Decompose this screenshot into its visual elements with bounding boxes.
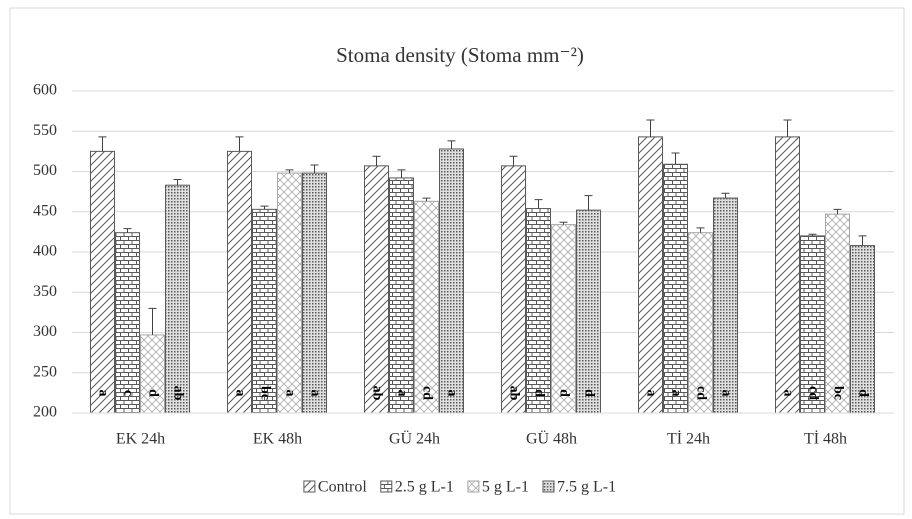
bar bbox=[90, 150, 115, 414]
significance-letter: ab bbox=[369, 386, 384, 401]
bar bbox=[663, 163, 688, 414]
bar bbox=[389, 177, 414, 414]
error-bar bbox=[534, 199, 543, 209]
significance-letter: d bbox=[145, 389, 160, 397]
chart-title: Stoma density (Stoma mm⁻²) bbox=[336, 43, 584, 67]
significance-letter: d bbox=[556, 389, 571, 397]
significance-letter: d bbox=[855, 389, 870, 397]
legend-swatch bbox=[303, 480, 316, 493]
bar bbox=[227, 150, 252, 414]
significance-letter: c bbox=[120, 390, 135, 396]
error-bar bbox=[447, 140, 456, 149]
bar bbox=[115, 232, 140, 414]
y-tick-label: 300 bbox=[33, 323, 57, 340]
significance-letter: cd bbox=[805, 386, 820, 400]
bar bbox=[364, 165, 389, 414]
significance-letter: ab bbox=[170, 386, 185, 401]
bar bbox=[576, 209, 601, 414]
error-bar bbox=[235, 136, 244, 152]
significance-letter: bc bbox=[257, 386, 272, 400]
error-bar bbox=[858, 235, 867, 246]
significance-letter: bc bbox=[830, 386, 845, 400]
error-bar bbox=[397, 169, 406, 178]
error-bar bbox=[285, 169, 294, 174]
bar bbox=[825, 213, 850, 414]
error-bar bbox=[509, 155, 518, 166]
legend-swatch bbox=[380, 480, 393, 493]
significance-letter: a bbox=[95, 390, 110, 397]
x-tick-label: GÜ 48h bbox=[526, 430, 577, 448]
error-bar bbox=[559, 221, 568, 225]
significance-letter: d bbox=[581, 389, 596, 397]
error-bar bbox=[721, 192, 730, 199]
error-bar bbox=[671, 152, 680, 165]
x-tick-label: Tİ 24h bbox=[667, 430, 710, 448]
error-bar bbox=[173, 179, 182, 186]
significance-letter: ab bbox=[506, 386, 521, 401]
bar bbox=[850, 245, 875, 414]
significance-letter: cd bbox=[693, 386, 708, 400]
error-bar bbox=[422, 197, 431, 202]
error-bar bbox=[260, 205, 269, 210]
legend: Control 2.5 g L-1 5 g L-1 7.5 g L-1 bbox=[303, 479, 616, 496]
legend-swatch bbox=[542, 480, 555, 493]
error-bar bbox=[148, 307, 157, 335]
significance-letter: a bbox=[232, 390, 247, 397]
bar bbox=[501, 165, 526, 414]
bar bbox=[526, 208, 551, 414]
legend-label: 2.5 g L-1 bbox=[395, 479, 454, 496]
significance-letter: a bbox=[307, 390, 322, 397]
bar bbox=[638, 136, 663, 414]
x-tick-label: GÜ 24h bbox=[389, 430, 440, 448]
significance-letter: a bbox=[643, 390, 658, 397]
y-tick-label: 550 bbox=[33, 122, 57, 139]
y-tick-label: 600 bbox=[33, 82, 57, 99]
bar bbox=[277, 172, 302, 414]
legend-label: 7.5 g L-1 bbox=[557, 479, 616, 496]
y-tick-label: 200 bbox=[33, 404, 57, 421]
x-tick-label: EK 48h bbox=[253, 431, 302, 448]
significance-letter: a bbox=[668, 390, 683, 397]
error-bar bbox=[584, 195, 593, 211]
error-bar bbox=[372, 155, 381, 166]
error-bar bbox=[98, 136, 107, 152]
bar bbox=[252, 208, 277, 414]
bar bbox=[140, 334, 165, 414]
significance-letter: a bbox=[394, 390, 409, 397]
legend-swatch bbox=[467, 480, 480, 493]
error-bar bbox=[833, 208, 842, 215]
significance-letter: cd bbox=[419, 386, 434, 400]
error-bar bbox=[783, 119, 792, 137]
x-tick-label: EK 24h bbox=[116, 431, 165, 448]
significance-letter: a bbox=[780, 390, 795, 397]
bar bbox=[165, 184, 190, 414]
bar bbox=[551, 224, 576, 414]
error-bar bbox=[123, 228, 132, 233]
y-tick-label: 250 bbox=[33, 363, 57, 380]
bar bbox=[688, 232, 713, 414]
x-tick-label: Tİ 48h bbox=[804, 430, 847, 448]
y-tick-label: 450 bbox=[33, 202, 57, 219]
significance-letter: a bbox=[718, 390, 733, 397]
y-tick-label: 350 bbox=[33, 283, 57, 300]
error-bar bbox=[696, 227, 705, 233]
y-tick-label: 500 bbox=[33, 162, 57, 179]
significance-letter: a bbox=[444, 390, 459, 397]
legend-label: 5 g L-1 bbox=[482, 479, 529, 496]
error-bar bbox=[646, 119, 655, 137]
error-bar bbox=[310, 164, 319, 174]
significance-letter: a bbox=[282, 390, 297, 397]
bar bbox=[775, 136, 800, 414]
legend-label: Control bbox=[318, 479, 367, 496]
bar bbox=[302, 172, 327, 414]
error-bar bbox=[808, 233, 817, 236]
significance-letter: d bbox=[531, 389, 546, 397]
bar bbox=[439, 148, 464, 414]
bar bbox=[800, 235, 825, 414]
y-tick-label: 400 bbox=[33, 243, 57, 260]
bar bbox=[414, 200, 439, 414]
bar bbox=[713, 197, 738, 414]
